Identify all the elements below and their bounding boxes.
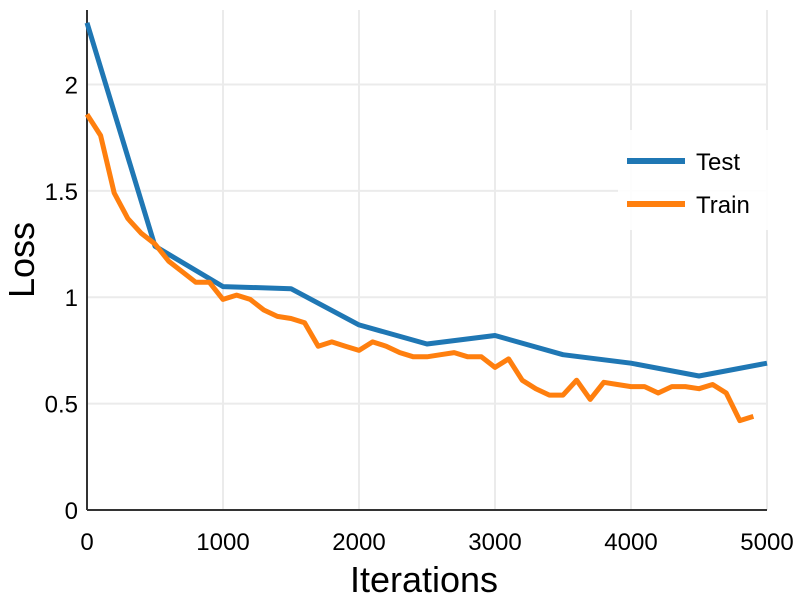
y-tick-label: 0.5 [45, 392, 78, 419]
y-tick-label: 0 [65, 498, 78, 525]
series-line-train [84, 112, 755, 424]
legend-label-test: Test [696, 149, 740, 176]
y-tick-labels: 0 0.5 1 1.5 2 [45, 72, 78, 525]
x-tick-label: 4000 [604, 529, 657, 556]
legend: Test Train [618, 130, 768, 230]
y-tick-label: 1.5 [45, 179, 78, 206]
legend-label-train: Train [696, 192, 750, 219]
x-tick-label: 2000 [332, 529, 385, 556]
x-tick-label: 0 [80, 529, 93, 556]
legend-box [618, 130, 768, 230]
axes [86, 10, 767, 511]
x-tick-label: 1000 [196, 529, 249, 556]
x-axis-title: Iterations [350, 559, 498, 600]
x-tick-label: 3000 [468, 529, 521, 556]
y-axis-title: Loss [1, 222, 42, 298]
y-tick-label: 2 [65, 72, 78, 99]
series-line-test [84, 22, 768, 379]
grid-lines [87, 10, 768, 510]
x-tick-label: 5000 [740, 529, 793, 556]
series-lines [84, 22, 768, 424]
y-tick-label: 1 [65, 285, 78, 312]
x-tick-labels: 0 1000 2000 3000 4000 5000 [80, 529, 793, 556]
